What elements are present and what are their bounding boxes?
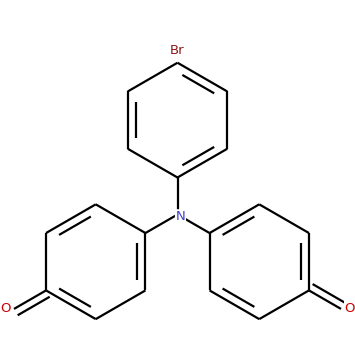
Text: Br: Br [170, 44, 185, 57]
Text: O: O [344, 302, 355, 316]
Text: O: O [0, 302, 11, 316]
Text: N: N [176, 210, 185, 223]
